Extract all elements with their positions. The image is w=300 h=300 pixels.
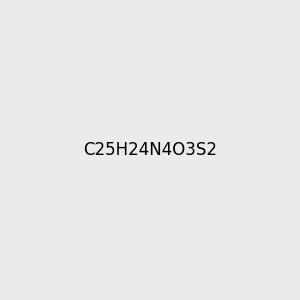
Text: C25H24N4O3S2: C25H24N4O3S2 bbox=[83, 141, 217, 159]
